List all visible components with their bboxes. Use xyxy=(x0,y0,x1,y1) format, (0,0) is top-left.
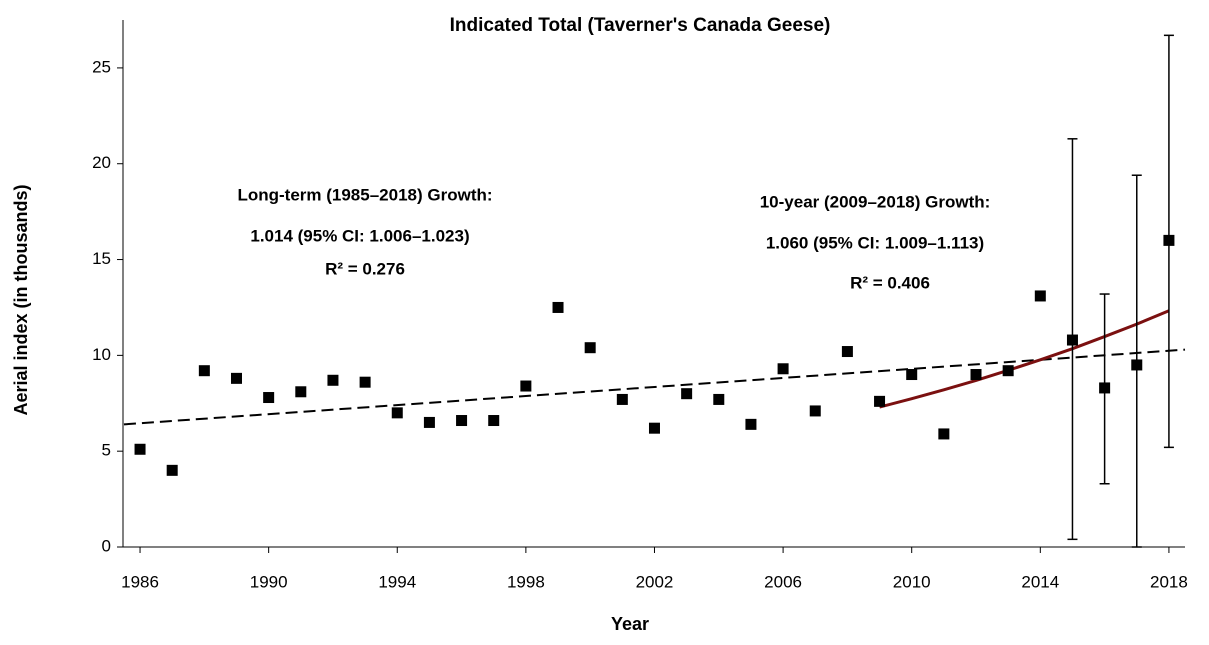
x-tick-label: 2014 xyxy=(1021,572,1059,591)
point xyxy=(616,393,628,405)
point xyxy=(648,422,660,434)
point xyxy=(841,346,853,358)
annotation: R² = 0.406 xyxy=(850,273,930,292)
point xyxy=(777,363,789,375)
point xyxy=(263,392,275,404)
point xyxy=(198,365,210,377)
point xyxy=(1099,382,1111,394)
trend-line xyxy=(123,348,1186,426)
x-tick-label: 2010 xyxy=(893,572,931,591)
point xyxy=(713,393,725,405)
x-tick-label: 2002 xyxy=(636,572,674,591)
point xyxy=(906,369,918,381)
point xyxy=(874,395,886,407)
y-tick-label: 0 xyxy=(102,536,111,555)
annotation: Long-term (1985–2018) Growth: xyxy=(237,185,492,204)
point xyxy=(295,386,307,398)
point xyxy=(1163,234,1175,246)
point xyxy=(1066,334,1078,346)
x-tick-label: 1994 xyxy=(378,572,416,591)
x-tick-label: 2006 xyxy=(764,572,802,591)
trend-line xyxy=(879,309,1170,409)
point xyxy=(745,418,757,430)
annotation: 10-year (2009–2018) Growth: xyxy=(760,192,991,211)
point xyxy=(456,415,468,427)
point xyxy=(584,342,596,354)
point xyxy=(166,464,178,476)
annotation: 1.060 (95% CI: 1.009–1.113) xyxy=(766,233,984,252)
point xyxy=(520,380,532,392)
annotation: 1.014 (95% CI: 1.006–1.023) xyxy=(250,226,469,245)
x-tick-label: 1990 xyxy=(250,572,288,591)
x-axis-label: Year xyxy=(611,614,649,634)
annotation: R² = 0.276 xyxy=(325,259,405,278)
x-tick-label: 2018 xyxy=(1150,572,1188,591)
point xyxy=(1002,365,1014,377)
y-tick-label: 10 xyxy=(92,345,111,364)
point xyxy=(1131,359,1143,371)
y-tick-label: 20 xyxy=(92,153,111,172)
point xyxy=(327,374,339,386)
point xyxy=(1034,290,1046,302)
point xyxy=(230,372,242,384)
point xyxy=(809,405,821,417)
point xyxy=(391,407,403,419)
y-tick-label: 15 xyxy=(92,249,111,268)
point xyxy=(359,376,371,388)
y-tick-label: 5 xyxy=(102,441,111,460)
y-axis-label: Aerial index (in thousands) xyxy=(11,184,31,415)
point xyxy=(423,416,435,428)
point xyxy=(488,415,500,427)
point xyxy=(970,369,982,381)
y-tick-label: 25 xyxy=(92,57,111,76)
x-tick-label: 1986 xyxy=(121,572,159,591)
chart-title: Indicated Total (Taverner's Canada Geese… xyxy=(450,15,831,36)
point xyxy=(552,301,564,313)
point xyxy=(681,388,693,400)
x-tick-label: 1998 xyxy=(507,572,545,591)
point xyxy=(938,428,950,440)
point xyxy=(134,443,146,455)
